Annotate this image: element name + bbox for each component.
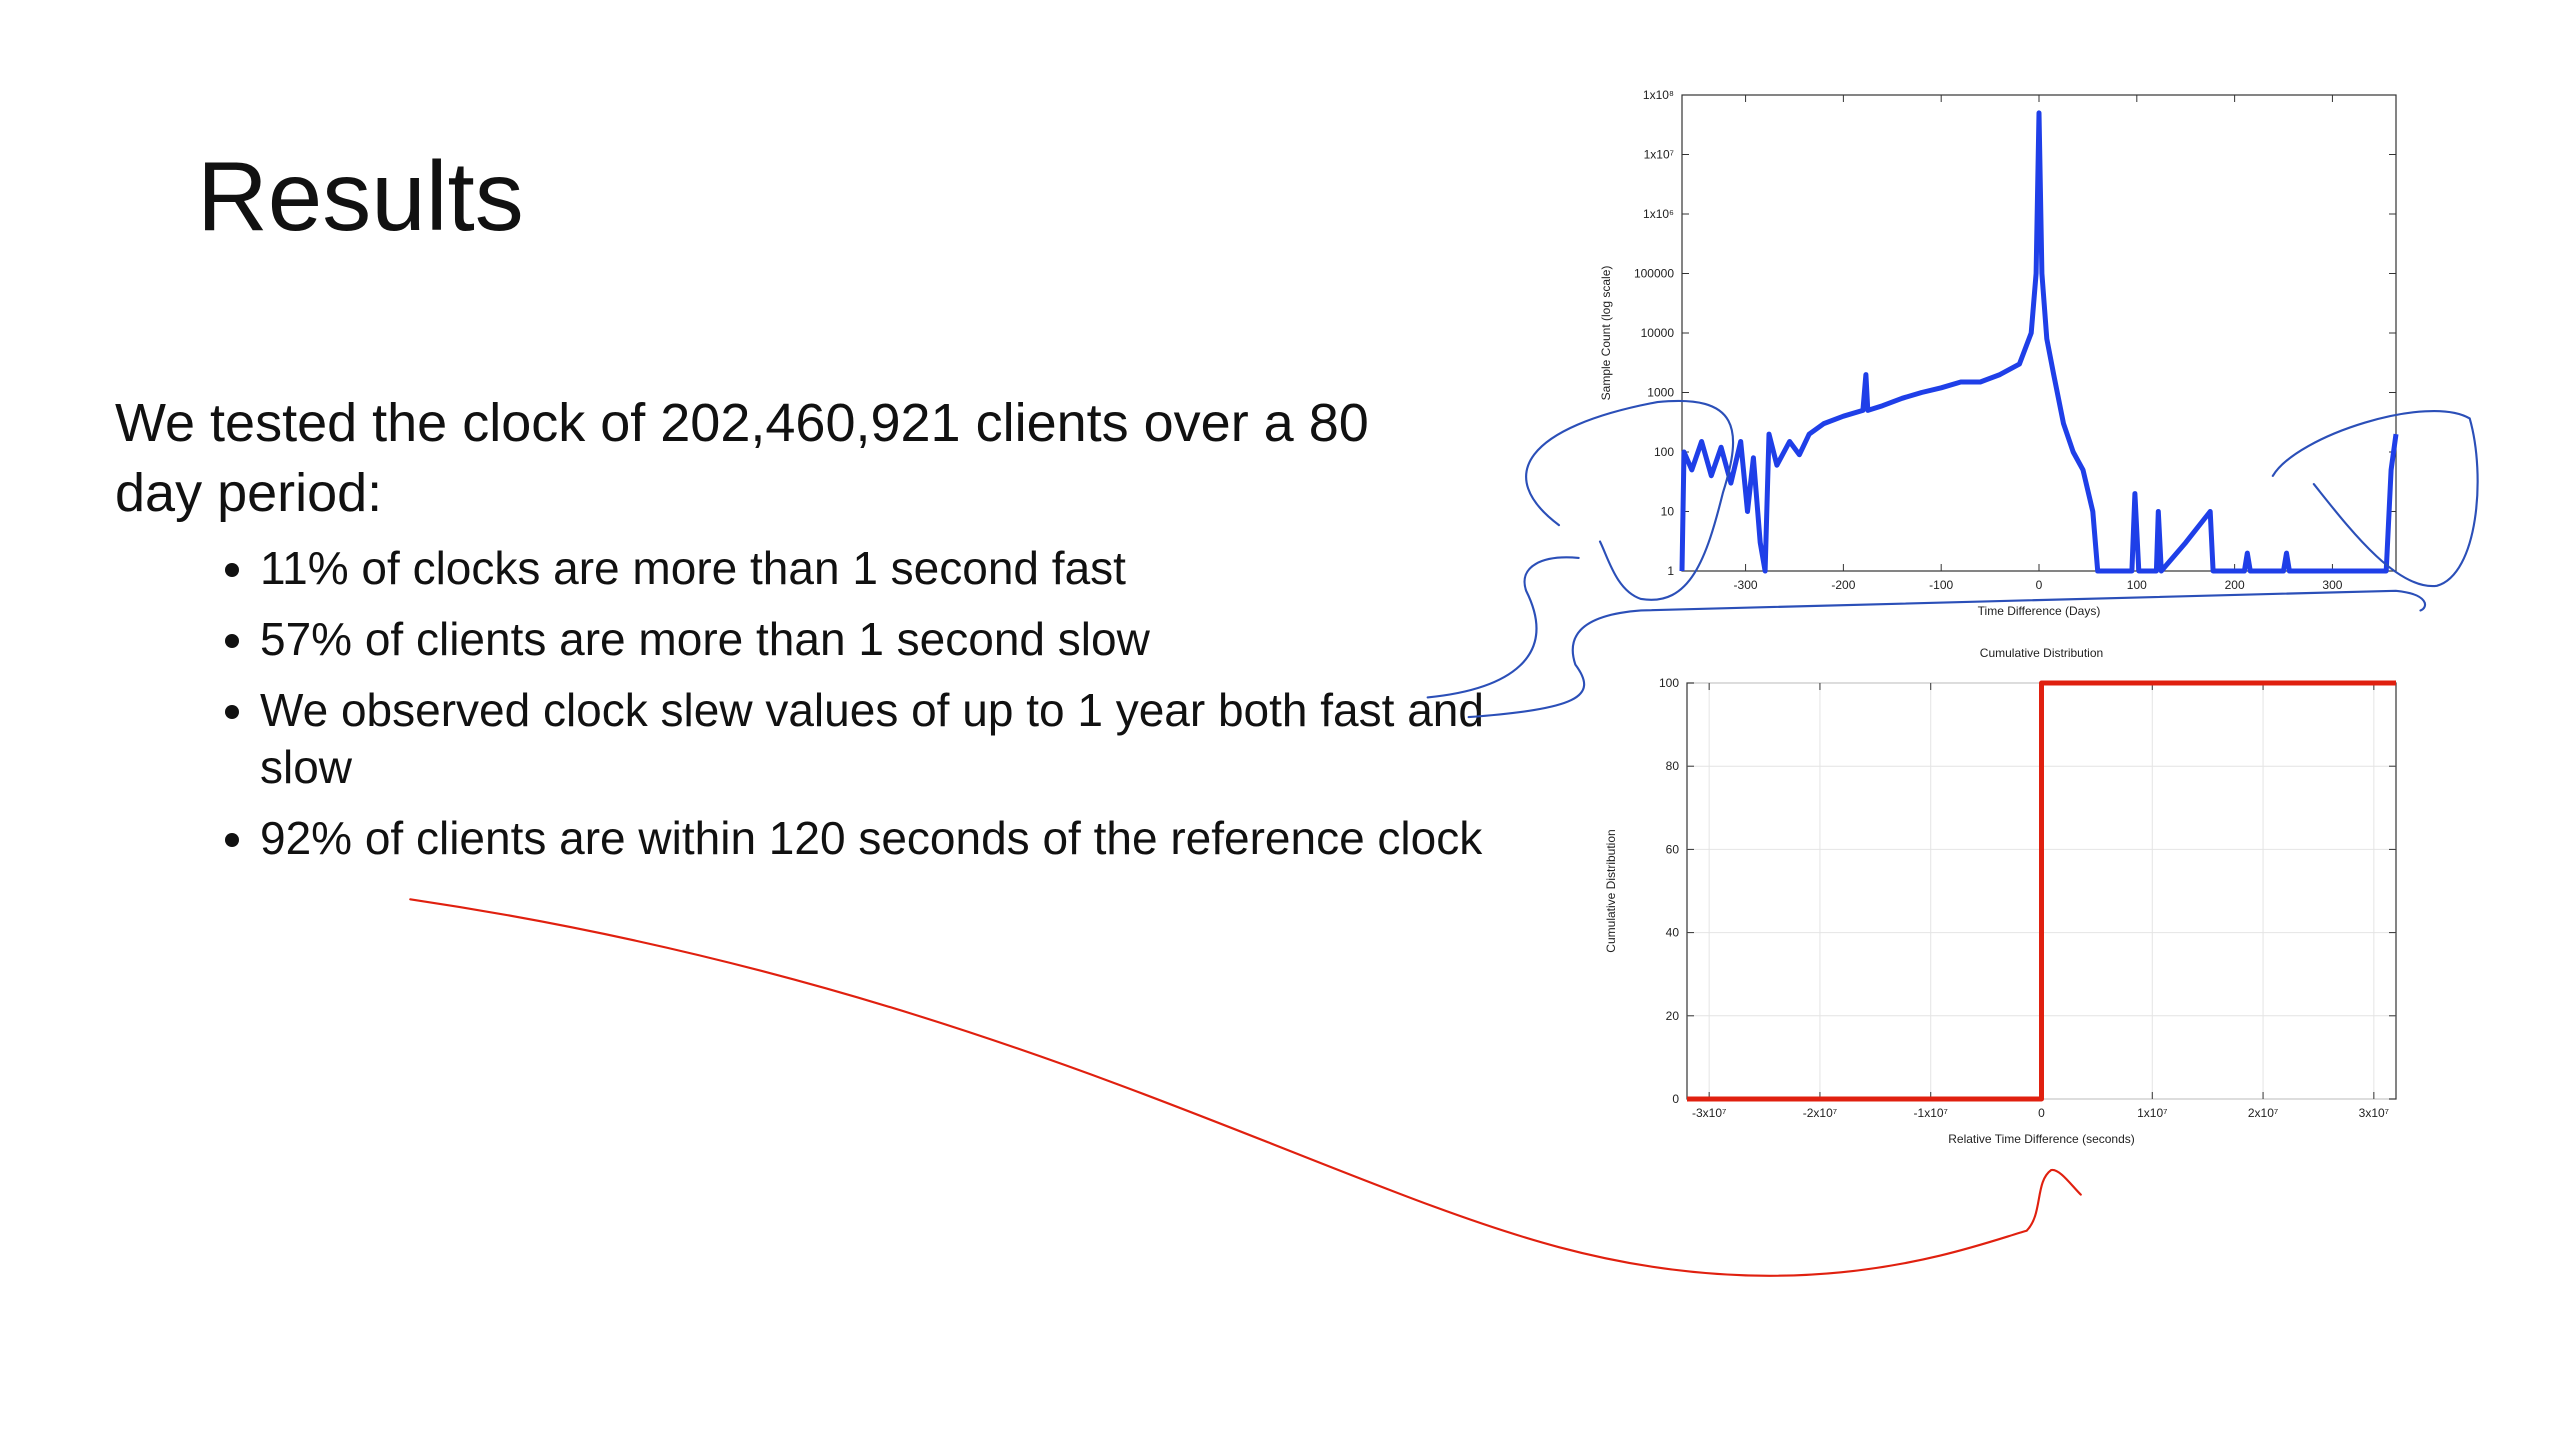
y-tick-label: 10 xyxy=(1661,505,1675,519)
bullet: 92% of clients are within 120 seconds of… xyxy=(260,810,1520,867)
x-axis-label: Time Difference (Days) xyxy=(1978,604,2101,618)
y-tick-label: 0 xyxy=(1672,1092,1679,1106)
x-tick-label: -100 xyxy=(1929,578,1953,592)
bullet: 57% of clients are more than 1 second sl… xyxy=(260,611,1520,668)
y-tick-label: 1000 xyxy=(1647,386,1674,400)
ink-annotations xyxy=(409,399,2479,1277)
y-tick-label: 60 xyxy=(1666,842,1680,856)
x-tick-label: 1x10⁷ xyxy=(2137,1106,2167,1120)
y-tick-label: 40 xyxy=(1666,926,1680,940)
y-tick-label: 1x10⁶ xyxy=(1643,207,1674,221)
x-tick-label: -2x10⁷ xyxy=(1803,1106,1837,1120)
x-tick-label: -300 xyxy=(1734,578,1758,592)
y-tick-label: 1x10⁸ xyxy=(1643,88,1674,102)
y-axis-label: Sample Count (log scale) xyxy=(1599,266,1613,401)
y-tick-label: 1x10⁷ xyxy=(1644,148,1674,162)
y-tick-label: 80 xyxy=(1666,759,1680,773)
ink-loop xyxy=(1525,399,1735,601)
x-tick-label: 100 xyxy=(2127,578,2147,592)
y-tick-label: 100 xyxy=(1659,676,1679,690)
intro-text: We tested the clock of 202,460,921 clien… xyxy=(115,393,1369,523)
data-line xyxy=(1679,110,2399,574)
x-tick-label: 0 xyxy=(2036,578,2043,592)
x-tick-label: 300 xyxy=(2322,578,2342,592)
ink-loop xyxy=(2271,410,2479,587)
x-axis-label: Relative Time Difference (seconds) xyxy=(1948,1132,2135,1146)
y-axis-label: Cumulative Distribution xyxy=(1604,829,1618,952)
y-tick-label: 10000 xyxy=(1641,326,1675,340)
slide-title: Results xyxy=(197,141,524,251)
ink-stroke xyxy=(1426,556,1580,699)
y-tick-label: 1 xyxy=(1667,564,1674,578)
data-line xyxy=(1687,680,2396,1102)
bullet: 11% of clocks are more than 1 second fas… xyxy=(260,540,1520,597)
x-tick-label: 3x10⁷ xyxy=(2359,1106,2389,1120)
ink-arrow xyxy=(409,898,2082,1277)
x-tick-label: 0 xyxy=(2038,1106,2045,1120)
ink-stroke xyxy=(1467,589,2427,719)
y-tick-label: 100000 xyxy=(1634,267,1674,281)
chart-title: Cumulative Distribution xyxy=(1980,646,2103,660)
x-tick-label: -200 xyxy=(1831,578,1855,592)
bullet: We observed clock slew values of up to 1… xyxy=(260,682,1520,796)
x-tick-label: 200 xyxy=(2225,578,2245,592)
y-tick-label: 20 xyxy=(1666,1009,1680,1023)
x-tick-label: 2x10⁷ xyxy=(2248,1106,2278,1120)
bullet-list: 11% of clocks are more than 1 second fas… xyxy=(210,540,1520,881)
y-tick-label: 100 xyxy=(1654,445,1674,459)
x-tick-label: -1x10⁷ xyxy=(1914,1106,1948,1120)
x-tick-label: -3x10⁷ xyxy=(1692,1106,1726,1120)
